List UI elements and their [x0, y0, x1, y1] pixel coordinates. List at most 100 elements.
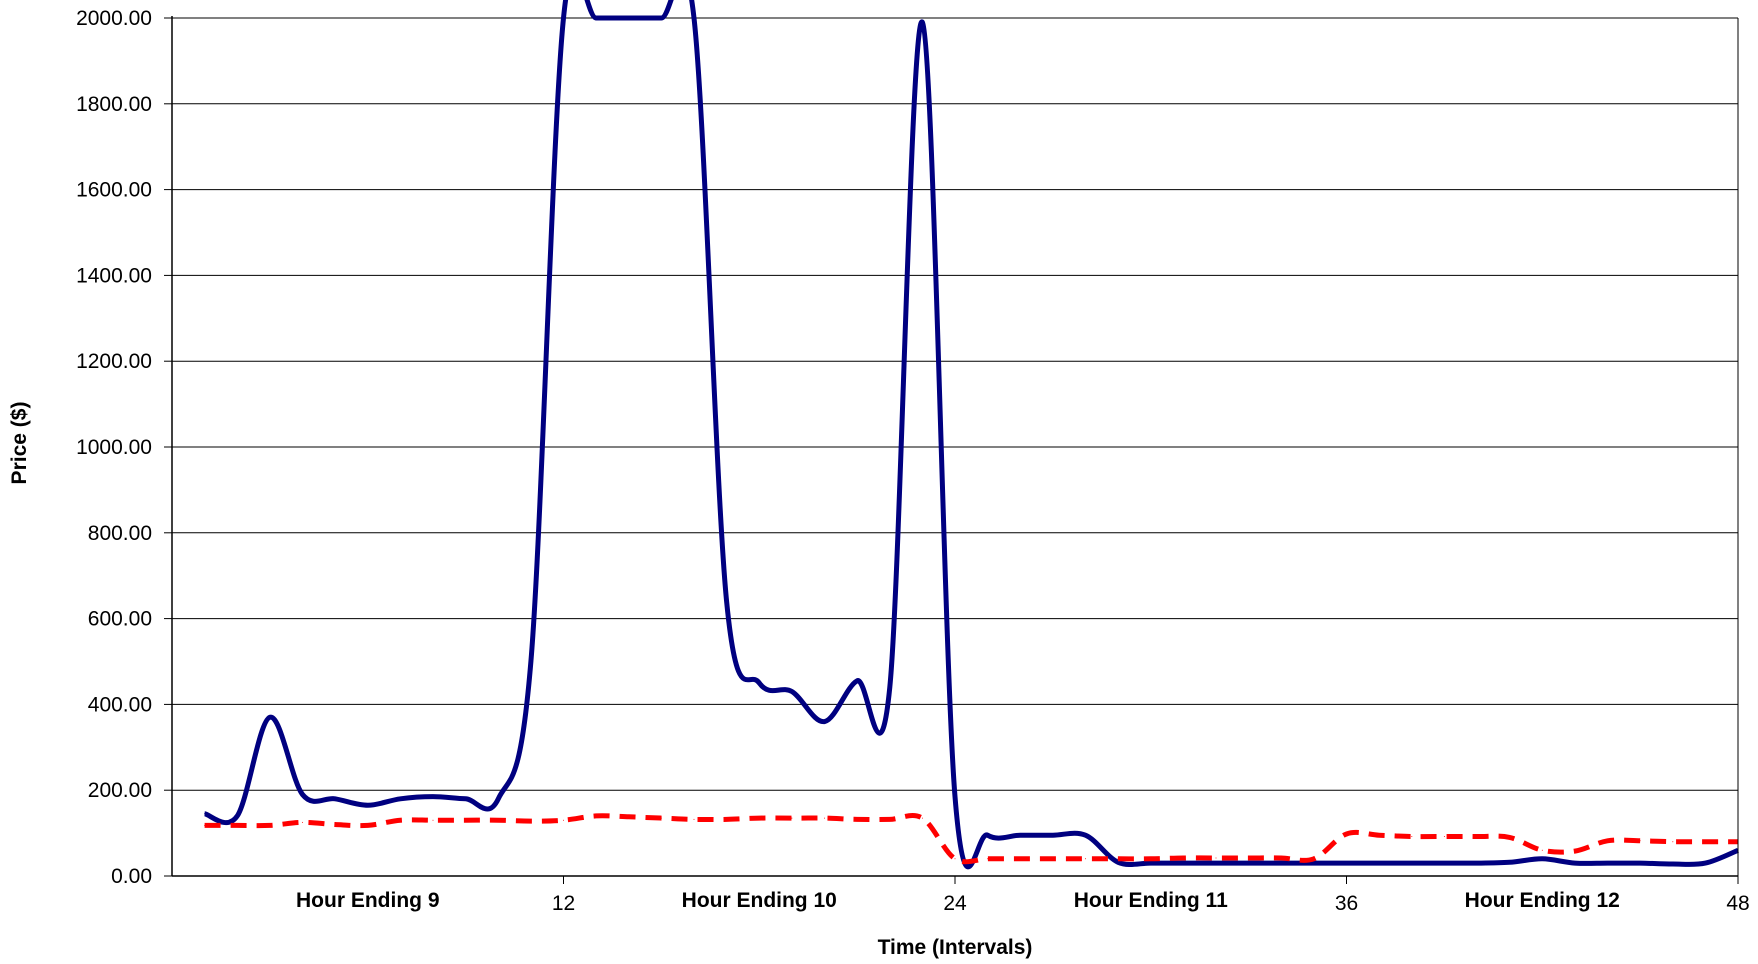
series-line-2 — [204, 812, 1738, 865]
series-2-point — [204, 824, 206, 826]
series-lines — [203, 0, 1739, 870]
series-2-point — [399, 819, 401, 821]
x-axis-ticks: 12 24 36 48 — [552, 876, 1750, 915]
y-tick-label: 1600.00 — [76, 179, 152, 202]
series-1-point — [595, 17, 597, 19]
series-1-point — [1704, 862, 1706, 864]
series-2-point — [1541, 849, 1543, 851]
y-tick-label: 1000.00 — [76, 436, 152, 459]
y-tick-label: 600.00 — [88, 608, 152, 631]
series-2-point — [1509, 836, 1511, 838]
y-axis-title: Price ($) — [8, 402, 31, 485]
series-2-point — [497, 819, 499, 821]
series-1-point — [987, 834, 989, 836]
series-2-point — [628, 816, 630, 818]
series-2-point — [987, 858, 989, 860]
series-1-point — [758, 682, 760, 684]
hour-ending-label: Hour Ending 10 — [682, 889, 837, 912]
series-2-point — [1150, 858, 1152, 860]
series-1-point — [1541, 858, 1543, 860]
y-tick-label: 200.00 — [88, 779, 152, 802]
y-tick-label: 1800.00 — [76, 93, 152, 116]
series-2-point — [530, 820, 532, 822]
series-2-point — [432, 819, 434, 821]
series-1-point — [1150, 862, 1152, 864]
series-2-point — [1574, 850, 1576, 852]
series-1-point — [1117, 861, 1119, 863]
series-2-point — [1378, 834, 1380, 836]
series-1-point — [530, 661, 532, 662]
series-2-point — [856, 818, 858, 820]
series-1-point — [1085, 834, 1086, 836]
x-tick-label: 24 — [943, 892, 967, 915]
series-1-point — [236, 815, 238, 817]
series-1-point — [1639, 862, 1641, 864]
series-1-point — [1346, 862, 1347, 864]
series-1-point — [1215, 862, 1217, 864]
series-1-point — [563, 17, 564, 19]
series-2-point — [660, 817, 662, 819]
series-2-point — [595, 815, 597, 817]
series-2-point — [824, 817, 825, 819]
series-1-point — [1672, 863, 1674, 865]
series-2-point — [563, 819, 564, 821]
series-1-point — [1509, 861, 1511, 863]
series-2-point — [1443, 836, 1445, 837]
series-1-point — [367, 804, 369, 806]
y-tick-label: 1200.00 — [76, 350, 152, 373]
series-2-point — [1019, 858, 1021, 860]
hour-ending-label: Hour Ending 11 — [1074, 889, 1228, 912]
series-2-point — [889, 818, 891, 820]
x-tick-label: 12 — [552, 892, 575, 915]
series-1-point — [889, 686, 891, 688]
series-1-point — [856, 680, 858, 682]
series-2-point — [236, 824, 238, 826]
series-2-point — [1182, 857, 1184, 859]
series-line-1 — [203, 0, 1739, 870]
series-1-point — [921, 21, 923, 23]
series-2-point — [367, 824, 369, 826]
series-1-point — [1607, 862, 1608, 864]
hour-ending-labels: Hour Ending 9 Hour Ending 10 Hour Ending 1… — [296, 889, 1620, 912]
y-tick-label: 800.00 — [88, 522, 152, 545]
series-1-point — [791, 691, 793, 692]
series-1-point — [497, 798, 499, 800]
x-tick-label: 36 — [1335, 892, 1358, 915]
series-2-point — [269, 824, 271, 826]
y-tick-label: 1400.00 — [76, 264, 152, 287]
series-1-point — [1280, 862, 1282, 864]
series-1-point — [1378, 862, 1380, 864]
series-2-point — [1085, 858, 1086, 860]
series-2-point — [921, 817, 923, 819]
series-2-point — [1607, 840, 1608, 842]
series-1-point — [693, 17, 695, 19]
series-1-point — [660, 17, 662, 19]
series-2-point — [1704, 841, 1706, 843]
series-1-point — [1443, 862, 1445, 864]
series-1-point — [726, 600, 728, 602]
y-tick-label: 0.00 — [111, 865, 152, 888]
y-axis-ticks: 0.00 200.00 400.00 600.00 800.00 1000.00 1200.… — [76, 7, 172, 888]
series-2-point — [334, 824, 336, 825]
series-1-point — [334, 798, 336, 800]
series-2-point — [1052, 858, 1054, 860]
series-2-point — [1313, 858, 1315, 860]
series-1-point — [1182, 862, 1184, 864]
series-2-point — [693, 818, 695, 820]
series-1-point — [1313, 862, 1315, 864]
axes — [171, 16, 1739, 877]
y-tick-label: 2000.00 — [76, 7, 152, 30]
series-2-point — [1411, 836, 1413, 837]
series-1-point — [269, 716, 271, 718]
series-1-point — [1248, 862, 1250, 864]
series-1-point — [628, 17, 630, 19]
series-2-point — [954, 858, 956, 860]
series-1-point — [399, 798, 401, 800]
series-2-point — [465, 819, 467, 821]
series-2-point — [1248, 857, 1250, 859]
hour-ending-label: Hour Ending 9 — [296, 889, 440, 912]
series-2-point — [726, 818, 728, 820]
series-2-point — [758, 817, 760, 819]
series-1-point — [1052, 834, 1054, 836]
